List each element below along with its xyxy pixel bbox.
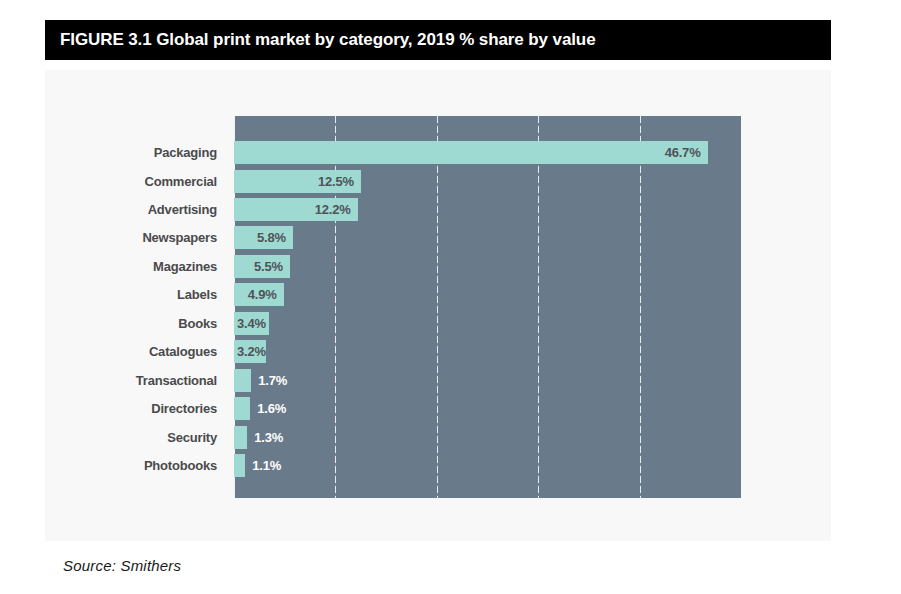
bar-row: 12.2% [234, 198, 741, 221]
bar-row: 12.5% [234, 170, 741, 193]
plot-area: 46.7% 12.5% 12.2% 5.8% 5.5% 4.9% 3.4% 3.2% 1.7% 1… [234, 116, 741, 498]
category-label: Books [45, 312, 217, 335]
category-label: Catalogues [45, 340, 217, 363]
bar [234, 397, 250, 420]
bar-value-label: 1.3% [254, 426, 283, 449]
figure-title-bar: FIGURE 3.1 Global print market by catego… [45, 20, 831, 60]
category-label: Advertising [45, 198, 217, 221]
bar-value-label: 3.4% [237, 312, 266, 335]
chart-panel: 46.7% 12.5% 12.2% 5.8% 5.5% 4.9% 3.4% 3.2% 1.7% 1… [45, 70, 831, 541]
category-label: Newspapers [45, 226, 217, 249]
bar-row: 3.2% [234, 340, 741, 363]
bar-row: 5.8% [234, 226, 741, 249]
bar-row: 1.6% [234, 397, 741, 420]
bar-value-label: 46.7% [234, 141, 701, 164]
bar-value-label: 5.5% [234, 255, 283, 278]
bar-value-label: 1.1% [252, 454, 281, 477]
figure: FIGURE 3.1 Global print market by catego… [0, 0, 901, 594]
bar-value-label: 3.2% [237, 340, 266, 363]
bar-value-label: 12.2% [234, 198, 351, 221]
category-label: Magazines [45, 255, 217, 278]
source-note: Source: Smithers [63, 557, 181, 574]
bar-row: 1.1% [234, 454, 741, 477]
category-label: Packaging [45, 141, 217, 164]
bar-value-label: 5.8% [234, 226, 286, 249]
category-label: Transactional [45, 369, 217, 392]
bar-row: 5.5% [234, 255, 741, 278]
bar [234, 369, 251, 392]
bar-row: 46.7% [234, 141, 741, 164]
bar [234, 454, 245, 477]
category-label: Security [45, 426, 217, 449]
figure-title: FIGURE 3.1 Global print market by catego… [60, 30, 596, 50]
bar-value-label: 4.9% [234, 283, 277, 306]
category-label: Labels [45, 283, 217, 306]
bar-row: 4.9% [234, 283, 741, 306]
bar-value-label: 12.5% [234, 170, 354, 193]
bar-value-label: 1.6% [257, 397, 286, 420]
category-label: Photobooks [45, 454, 217, 477]
bar-row: 1.3% [234, 426, 741, 449]
category-label: Commercial [45, 170, 217, 193]
category-label: Directories [45, 397, 217, 420]
bar-row: 1.7% [234, 369, 741, 392]
bar-row: 3.4% [234, 312, 741, 335]
bar-value-label: 1.7% [258, 369, 287, 392]
bar [234, 426, 247, 449]
